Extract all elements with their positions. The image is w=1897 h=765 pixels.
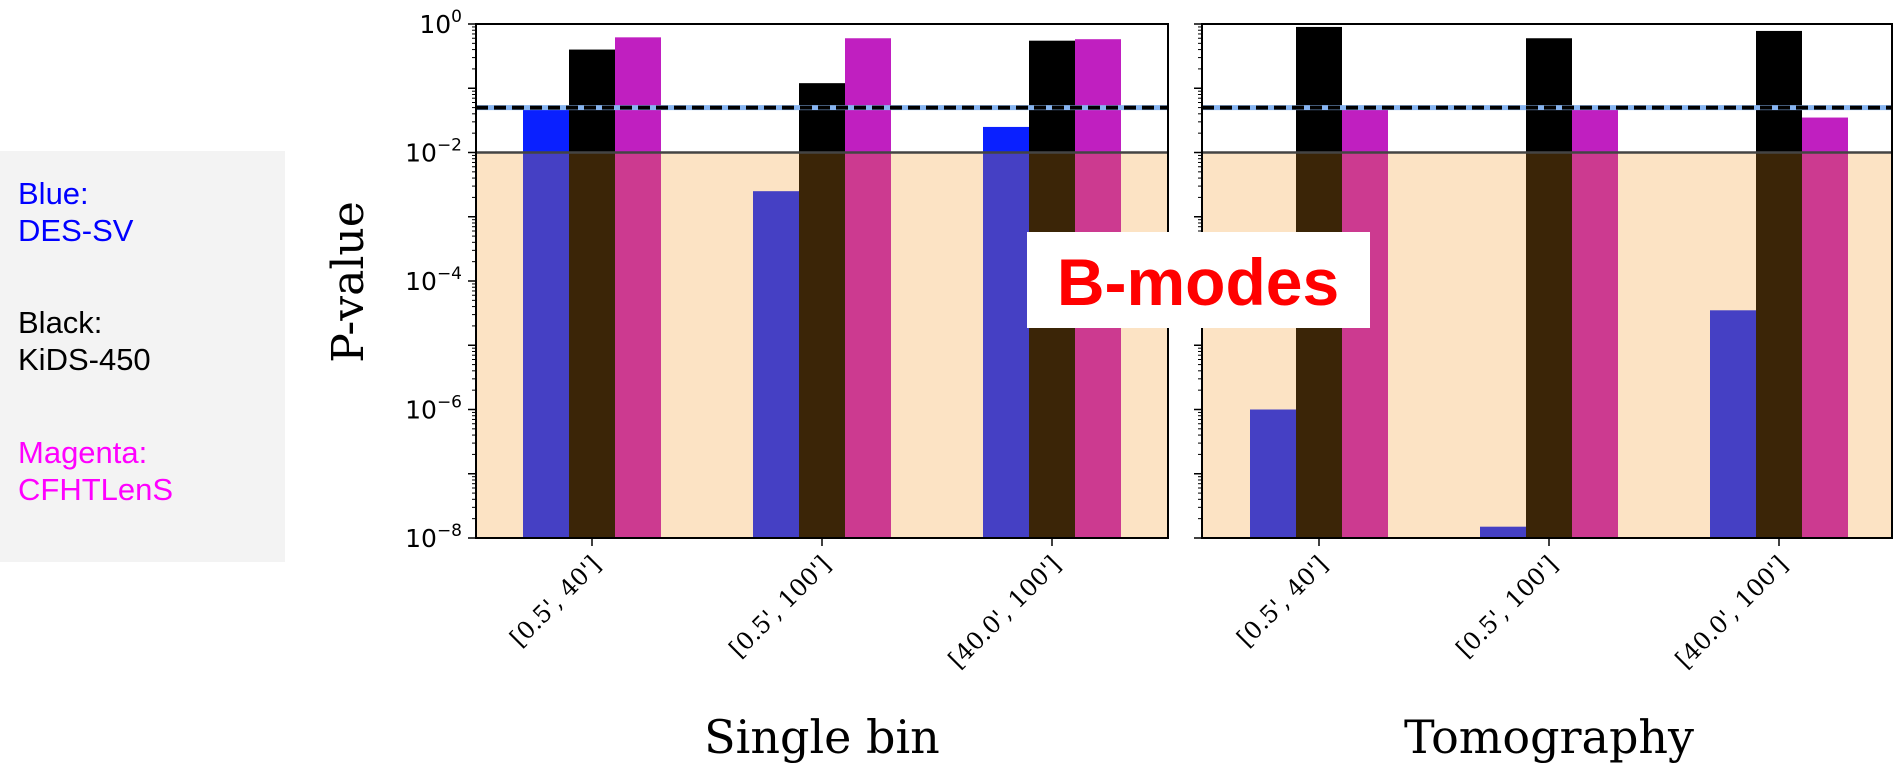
bar-cfhtlens: [1342, 107, 1388, 153]
x-tick-label: [0.5', 40']: [1231, 550, 1333, 652]
bar-des-sv: [523, 107, 569, 153]
bar-des-sv: [1710, 310, 1756, 538]
bar-cfhtlens: [615, 37, 661, 153]
bar-kids-450-shaded-part: [569, 152, 615, 538]
x-tick-label: [0.5', 100']: [724, 550, 837, 663]
y-tick-label: 100: [419, 7, 462, 39]
bar-kids-450: [1029, 40, 1075, 153]
bar-cfhtlens: [1802, 117, 1848, 153]
bar-kids-450: [569, 49, 615, 153]
legend-label: Blue:: [18, 176, 89, 211]
legend-survey: CFHTLenS: [18, 472, 174, 507]
bar-cfhtlens-shaded-part: [1342, 152, 1388, 538]
y-axis-label: P-value: [323, 201, 374, 363]
bar-cfhtlens-shaded-part: [1572, 152, 1618, 538]
legend: Blue: DES-SV Black: KiDS-450 Magenta: CF…: [0, 151, 285, 562]
bar-des-sv-shaded-part: [523, 152, 569, 538]
bar-des-sv: [753, 191, 799, 538]
bar-des-sv: [1480, 526, 1526, 538]
bar-kids-450-shaded-part: [799, 152, 845, 538]
bar-des-sv-shaded-part: [983, 152, 1029, 538]
bar-cfhtlens: [845, 38, 891, 153]
bar-kids-450-shaded-part: [1296, 152, 1342, 538]
bar-cfhtlens: [1572, 108, 1618, 153]
x-axis-label-tomography: Tomography: [1404, 710, 1694, 764]
bar-kids-450: [1526, 38, 1572, 153]
x-tick-label: [40.0', 100']: [943, 550, 1066, 673]
bar-cfhtlens: [1075, 39, 1121, 153]
y-tick-label: 10−2: [405, 136, 462, 168]
legend-survey: KiDS-450: [18, 342, 151, 377]
b-modes-label: B-modes: [1057, 245, 1339, 319]
bar-kids-450: [799, 83, 845, 153]
y-tick-label: 10−4: [405, 264, 462, 296]
bar-kids-450: [1756, 30, 1802, 153]
bar-cfhtlens-shaded-part: [1075, 152, 1121, 538]
x-tick-label: [0.5', 40']: [504, 550, 606, 652]
bar-kids-450-shaded-part: [1029, 152, 1075, 538]
x-tick-label: [0.5', 100']: [1451, 550, 1564, 663]
y-tick-label: 10−8: [405, 521, 462, 553]
legend-entry-cfht: Magenta: CFHTLenS: [18, 434, 173, 508]
bar-des-sv: [1250, 409, 1296, 538]
x-tick-label: [40.0', 100']: [1670, 550, 1793, 673]
legend-label: Black:: [18, 305, 103, 340]
bar-cfhtlens-shaded-part: [615, 152, 661, 538]
legend-label: Magenta:: [18, 435, 148, 470]
legend-entry-kids: Black: KiDS-450: [18, 304, 151, 378]
bar-des-sv: [983, 126, 1029, 153]
bar-kids-450: [1296, 26, 1342, 153]
legend-survey: DES-SV: [18, 213, 134, 248]
bar-kids-450-shaded-part: [1756, 152, 1802, 538]
b-modes-overlay: B-modes: [1027, 232, 1370, 328]
x-axis-label-single-bin: Single bin: [704, 710, 940, 764]
legend-entry-des: Blue: DES-SV: [18, 175, 133, 249]
y-tick-label: 10−6: [405, 393, 462, 425]
bar-cfhtlens-shaded-part: [1802, 152, 1848, 538]
bar-cfhtlens-shaded-part: [845, 152, 891, 538]
bar-kids-450-shaded-part: [1526, 152, 1572, 538]
